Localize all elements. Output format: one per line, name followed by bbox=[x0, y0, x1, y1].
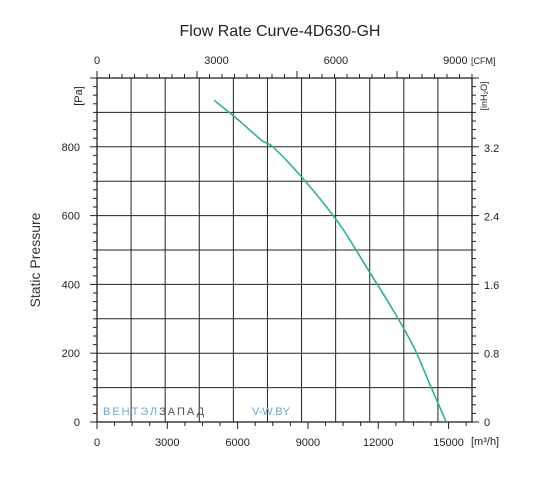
x-tick-label: 15000 bbox=[433, 437, 464, 449]
x-unit-label: [m³/h] bbox=[471, 436, 499, 448]
plot-frame bbox=[96, 77, 473, 423]
watermark-brand-part1: ВЕНТЭЛ bbox=[103, 406, 159, 418]
watermark-brand-part2: ЗАПАД bbox=[159, 406, 206, 418]
top-unit-label: [CFM] bbox=[471, 56, 496, 66]
right-tick-label: 2.4 bbox=[484, 211, 499, 223]
svg-text:ВЕНТЭЛЗАПАД: ВЕНТЭЛЗАПАД bbox=[103, 406, 206, 418]
x-tick-label: 6000 bbox=[225, 437, 249, 449]
series-line bbox=[213, 99, 447, 423]
top-tick-label: 9000 bbox=[443, 55, 467, 67]
x-tick-labels: 0 3000 6000 9000 12000 15000 bbox=[94, 437, 464, 449]
right-tick-label: 0.8 bbox=[484, 348, 499, 360]
right-tick-label: 0 bbox=[484, 417, 490, 429]
watermark: ВЕНТЭЛЗАПАД V-W.BY bbox=[103, 406, 291, 418]
watermark-site: V-W.BY bbox=[252, 406, 291, 418]
y-tick-labels: 0 200 400 600 800 bbox=[62, 142, 80, 429]
x-tick-label: 12000 bbox=[363, 437, 394, 449]
series-layer bbox=[213, 99, 447, 423]
y-tick-label: 400 bbox=[62, 279, 80, 291]
y-unit-label: [Pa] bbox=[73, 86, 85, 106]
top-tick-label: 3000 bbox=[204, 55, 228, 67]
right-tick-label: 3.2 bbox=[484, 143, 499, 155]
y-tick-label: 200 bbox=[62, 348, 80, 360]
right-unit-label: [inH₂O] bbox=[479, 82, 489, 111]
top-tick-label: 0 bbox=[94, 55, 100, 67]
top-tick-labels: 0 3000 6000 9000 bbox=[94, 55, 468, 67]
right-tick-labels: 0 0.8 1.6 2.4 3.2 bbox=[484, 143, 499, 429]
y-tick-label: 600 bbox=[62, 211, 80, 223]
right-tick-label: 1.6 bbox=[484, 280, 499, 292]
grid-lines bbox=[97, 78, 472, 422]
top-tick-label: 6000 bbox=[324, 55, 348, 67]
y-axis-title: Static Pressure bbox=[27, 212, 43, 307]
minor-ticks bbox=[90, 71, 479, 429]
chart-title: Flow Rate Curve-4D630-GH bbox=[180, 23, 381, 40]
y-tick-label: 800 bbox=[62, 142, 80, 154]
x-tick-label: 0 bbox=[94, 437, 100, 449]
y-tick-label: 0 bbox=[74, 417, 80, 429]
x-tick-label: 3000 bbox=[155, 437, 179, 449]
x-tick-label: 9000 bbox=[296, 437, 320, 449]
